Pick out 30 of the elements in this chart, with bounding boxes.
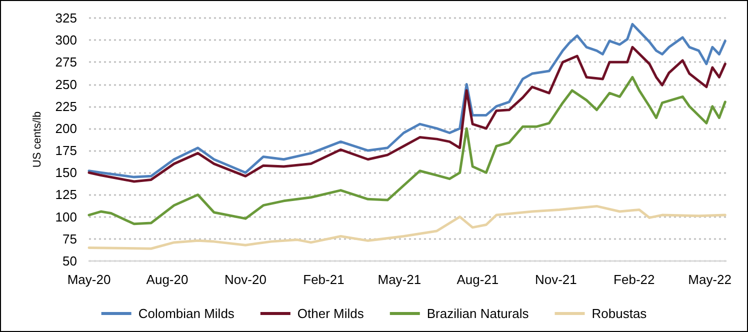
legend-label: Other Milds	[297, 306, 364, 321]
y-tick-label: 75	[62, 231, 77, 246]
y-tick-label: 175	[55, 143, 77, 158]
y-tick-label: 150	[55, 165, 77, 180]
x-tick-label: May-22	[688, 272, 732, 287]
line-series	[88, 46, 726, 183]
line-series	[88, 204, 726, 250]
x-tick-label: Nov-21	[534, 272, 577, 287]
y-tick-label: 325	[55, 10, 77, 26]
y-tick-label: 125	[55, 187, 77, 202]
y-tick-label: 250	[55, 76, 77, 92]
legend-label: Brazilian Naturals	[426, 306, 530, 321]
x-tick-label: May-20	[67, 272, 111, 287]
line-series	[88, 22, 726, 178]
x-tick-label: Aug-20	[146, 272, 188, 287]
legend-label: Colombian Milds	[138, 306, 235, 321]
legend-label: Robustas	[592, 306, 648, 321]
y-tick-label: 275	[55, 54, 77, 70]
y-tick-label: 100	[55, 209, 77, 224]
y-tick-label: 50	[62, 254, 77, 268]
y-tick-label: 225	[55, 98, 77, 114]
line-series	[88, 76, 726, 226]
x-tick-label: Feb-21	[303, 272, 344, 287]
x-tick-label: Aug-21	[456, 272, 499, 287]
x-tick-label: Feb-22	[614, 272, 655, 287]
x-tick-label: Nov-20	[224, 272, 266, 287]
y-axis-title: US cents/lb	[32, 111, 44, 168]
x-tick-label: May-21	[378, 272, 422, 287]
y-tick-label: 200	[55, 120, 77, 136]
y-tick-label: 300	[55, 32, 77, 48]
